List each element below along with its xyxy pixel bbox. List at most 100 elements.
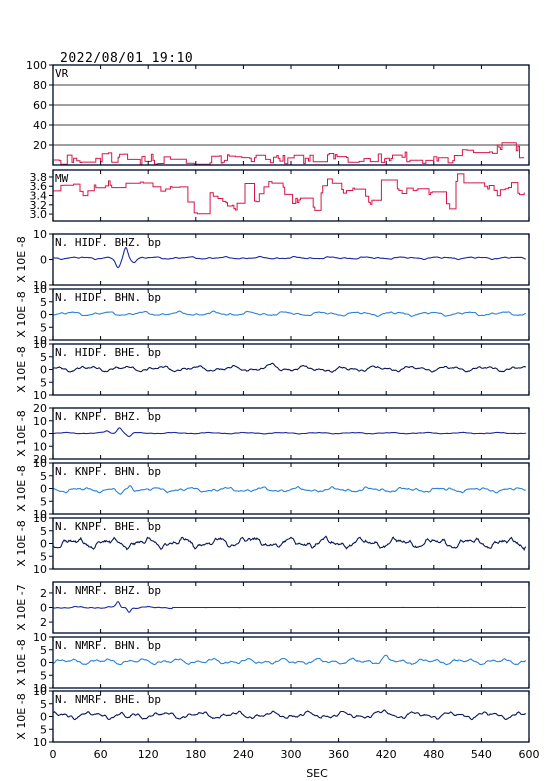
x-tick-label: 540 bbox=[471, 748, 492, 761]
trace-line bbox=[53, 142, 525, 165]
y-tick-label: 20 bbox=[33, 453, 47, 466]
y-tick-label: 10 bbox=[33, 682, 47, 695]
y-tick-label: 10 bbox=[33, 415, 47, 428]
y-tick-label: 0 bbox=[40, 309, 47, 322]
y-tick-label: 10 bbox=[33, 334, 47, 347]
y-tick-label: 10 bbox=[33, 228, 47, 241]
y-tick-label: 0 bbox=[40, 602, 47, 615]
panel-label: N. NMRF. BHN. bp bbox=[55, 639, 161, 652]
y-tick-label: 20 bbox=[33, 139, 47, 152]
trace-line bbox=[53, 173, 525, 215]
panel-label: VR bbox=[55, 67, 69, 80]
y-tick-label: 5 bbox=[40, 644, 47, 657]
y-axis-label: X 10E -8 bbox=[15, 291, 28, 337]
trace-line bbox=[52, 654, 527, 666]
y-tick-label: 3.0 bbox=[30, 208, 48, 221]
panel-label: N. NMRF. BHE. bp bbox=[55, 693, 161, 706]
y-tick-label: 100 bbox=[26, 59, 47, 72]
y-tick-label: 0 bbox=[40, 428, 47, 441]
panel-label: N. KNPF. BHZ. bp bbox=[55, 410, 161, 423]
y-tick-label: 10 bbox=[33, 512, 47, 525]
y-tick-label: 10 bbox=[33, 440, 47, 453]
x-tick-label: 180 bbox=[185, 748, 206, 761]
y-tick-label: 0 bbox=[40, 483, 47, 496]
y-tick-label: 10 bbox=[33, 631, 47, 644]
x-axis: 0 60 120 180 240 300 360 420 480 540 600 SEC bbox=[50, 748, 540, 780]
panel-vr: 100 80 60 40 20 VR bbox=[26, 59, 530, 166]
trace-line bbox=[52, 246, 526, 269]
y-tick-label: 0 bbox=[40, 711, 47, 724]
x-tick-label: 240 bbox=[233, 748, 254, 761]
y-tick-label: 3.6 bbox=[30, 180, 48, 193]
y-tick-label: 5 bbox=[40, 550, 47, 563]
y-tick-label: 2 bbox=[40, 616, 47, 629]
y-tick-label: 2 bbox=[40, 587, 47, 600]
x-tick-label: 120 bbox=[138, 748, 159, 761]
x-tick-label: 420 bbox=[376, 748, 397, 761]
y-tick-label: 10 bbox=[33, 563, 47, 576]
figure-title: 2022/08/01 19:10 bbox=[60, 51, 193, 66]
y-tick-label: 3.4 bbox=[30, 190, 48, 203]
trace-line bbox=[52, 600, 526, 614]
trace-line bbox=[52, 485, 526, 495]
panel-label: MW bbox=[55, 172, 69, 185]
trace-line bbox=[52, 535, 527, 552]
x-tick-label: 0 bbox=[50, 748, 57, 761]
trace-line bbox=[52, 709, 526, 721]
y-tick-label: 0 bbox=[40, 364, 47, 377]
trace-line bbox=[52, 310, 526, 317]
y-axis-label: X 10E -8 bbox=[15, 410, 28, 456]
y-tick-label: 5 bbox=[40, 495, 47, 508]
panel-label: N. KNPF. BHN. bp bbox=[55, 465, 161, 478]
x-tick-label: 480 bbox=[423, 748, 444, 761]
y-tick-label: 0 bbox=[40, 657, 47, 670]
y-tick-label: 3.8 bbox=[30, 171, 48, 184]
panel-label: N. HIDF. BHN. bp bbox=[55, 291, 161, 304]
y-axis-label: X 10E -8 bbox=[15, 693, 28, 739]
y-axis-label: X 10E -8 bbox=[15, 346, 28, 392]
y-tick-label: 5 bbox=[40, 376, 47, 389]
trace-line bbox=[52, 427, 526, 438]
y-tick-label: 20 bbox=[33, 402, 47, 415]
y-tick-label: 5 bbox=[40, 698, 47, 711]
y-tick-label: 0 bbox=[40, 254, 47, 267]
panel-label: N. HIDF. BHE. bp bbox=[55, 346, 161, 359]
x-tick-label: 600 bbox=[519, 748, 540, 761]
y-axis-label: X 10E -7 bbox=[15, 584, 28, 630]
y-axis-label: X 10E -8 bbox=[15, 465, 28, 511]
panel-label: N. HIDF. BHZ. bp bbox=[55, 236, 161, 249]
x-tick-label: 360 bbox=[328, 748, 349, 761]
panel-frame bbox=[52, 64, 530, 166]
y-tick-label: 40 bbox=[33, 119, 47, 132]
y-axis-label: X 10E -8 bbox=[15, 236, 28, 282]
y-tick-label: 5 bbox=[40, 296, 47, 309]
y-tick-label: 10 bbox=[33, 283, 47, 296]
panel-n-hidf-bhz-bp: 10 0 10 X 10E -8 N. HIDF. BHZ. bp bbox=[15, 228, 530, 292]
x-axis-label: SEC bbox=[306, 767, 328, 780]
panel-label: N. NMRF. BHZ. bp bbox=[55, 584, 161, 597]
y-tick-label: 0 bbox=[40, 538, 47, 551]
y-tick-label: 10 bbox=[33, 338, 47, 351]
y-axis-label: X 10E -8 bbox=[15, 520, 28, 566]
y-tick-label: 5 bbox=[40, 351, 47, 364]
y-tick-label: 5 bbox=[40, 723, 47, 736]
trace-line bbox=[52, 362, 527, 373]
y-axis-label: X 10E -8 bbox=[15, 639, 28, 685]
panel-label: N. KNPF. BHE. bp bbox=[55, 520, 161, 533]
y-tick-label: 3.2 bbox=[30, 199, 48, 212]
y-tick-label: 10 bbox=[33, 685, 47, 698]
x-tick-label: 300 bbox=[281, 748, 302, 761]
y-tick-label: 10 bbox=[33, 736, 47, 749]
y-tick-label: 5 bbox=[40, 669, 47, 682]
y-tick-label: 10 bbox=[33, 457, 47, 470]
y-tick-label: 80 bbox=[33, 79, 47, 92]
y-tick-label: 5 bbox=[40, 321, 47, 334]
